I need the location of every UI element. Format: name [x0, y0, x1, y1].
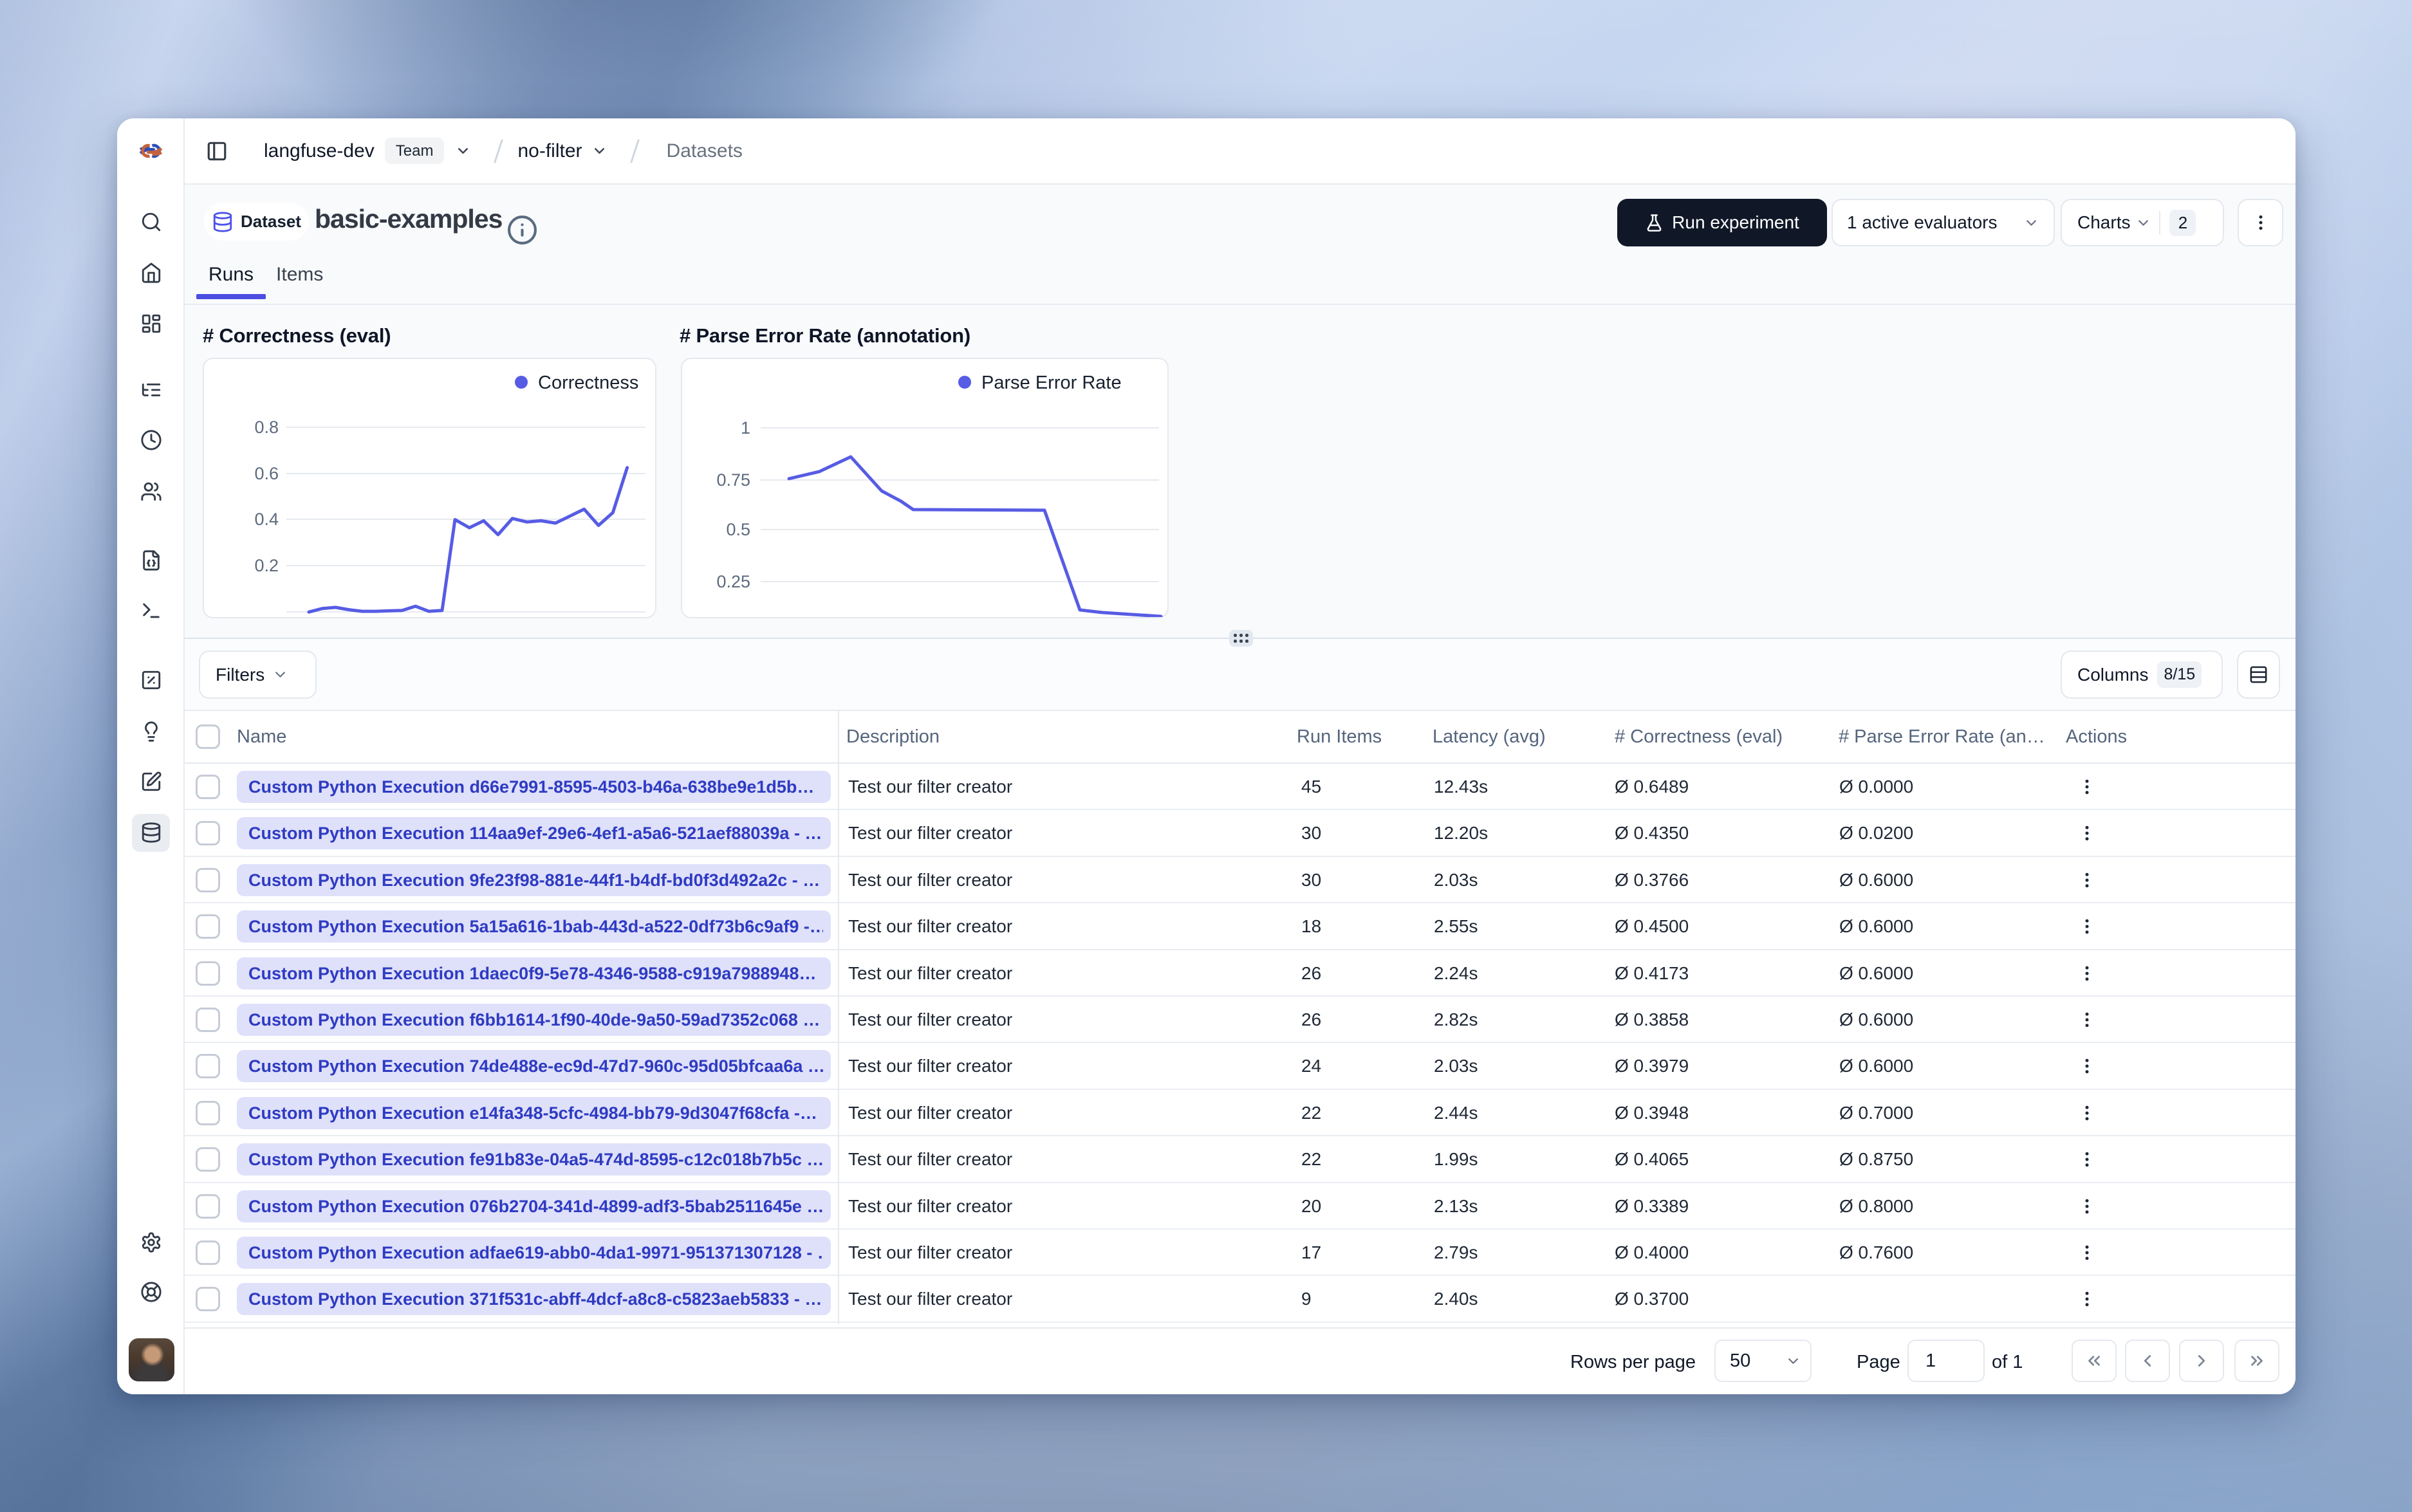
svg-text:0.25: 0.25: [716, 572, 750, 591]
svg-text:0.4: 0.4: [254, 510, 279, 529]
svg-text:Correctness: Correctness: [538, 373, 638, 393]
svg-text:0.2: 0.2: [254, 556, 279, 575]
svg-text:0.8: 0.8: [254, 418, 279, 437]
svg-text:0.6: 0.6: [254, 464, 279, 483]
svg-text:0.5: 0.5: [726, 520, 750, 539]
svg-text:1: 1: [741, 418, 750, 438]
svg-text:Parse Error Rate: Parse Error Rate: [981, 373, 1122, 393]
svg-text:0.75: 0.75: [716, 470, 750, 490]
